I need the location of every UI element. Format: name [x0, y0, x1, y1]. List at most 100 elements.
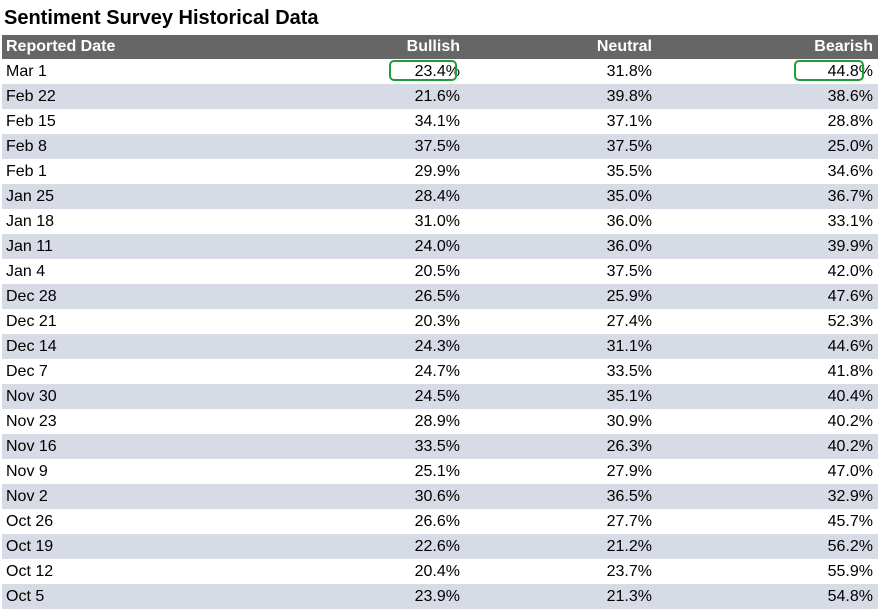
- cell-bearish: 42.0%: [827, 263, 873, 280]
- cell-reported-date: Dec 14: [6, 338, 57, 355]
- cell-bearish: 34.6%: [827, 163, 873, 180]
- table-row: Dec 7 24.7% 33.5% 41.8%: [2, 359, 878, 384]
- cell-neutral: 36.5%: [606, 488, 652, 505]
- table-row: Oct 5 23.9% 21.3% 54.8%: [2, 584, 878, 609]
- cell-bullish: 25.1%: [414, 463, 460, 480]
- cell-reported-date: Feb 8: [6, 138, 47, 155]
- cell-bearish: 44.8%: [827, 63, 873, 80]
- cell-bullish: 31.0%: [414, 213, 460, 230]
- page-title: Sentiment Survey Historical Data: [4, 7, 319, 29]
- cell-neutral: 21.2%: [606, 538, 652, 555]
- table-row: Nov 9 25.1% 27.9% 47.0%: [2, 459, 878, 484]
- table-row: Jan 11 24.0% 36.0% 39.9%: [2, 234, 878, 259]
- cell-reported-date: Jan 4: [6, 263, 46, 280]
- cell-bearish: 55.9%: [827, 563, 873, 580]
- cell-bearish: 32.9%: [827, 488, 873, 505]
- cell-reported-date: Nov 23: [6, 413, 57, 430]
- cell-neutral: 37.5%: [606, 263, 652, 280]
- cell-bullish: 37.5%: [414, 138, 460, 155]
- cell-reported-date: Oct 19: [6, 538, 54, 555]
- cell-bullish: 21.6%: [414, 88, 460, 105]
- cell-reported-date: Feb 1: [6, 163, 47, 180]
- cell-neutral: 30.9%: [606, 413, 652, 430]
- cell-reported-date: Mar 1: [6, 63, 47, 80]
- cell-reported-date: Nov 30: [6, 388, 57, 405]
- cell-neutral: 31.1%: [606, 338, 652, 355]
- cell-bullish: 30.6%: [414, 488, 460, 505]
- cell-reported-date: Oct 26: [6, 513, 54, 530]
- cell-reported-date: Nov 9: [6, 463, 48, 480]
- table-row: Dec 28 26.5% 25.9% 47.6%: [2, 284, 878, 309]
- cell-bullish: 28.4%: [414, 188, 460, 205]
- cell-neutral: 27.7%: [606, 513, 652, 530]
- cell-bullish: 20.4%: [414, 563, 460, 580]
- cell-bullish: 24.7%: [414, 363, 460, 380]
- cell-bearish: 36.7%: [827, 188, 873, 205]
- cell-reported-date: Dec 28: [6, 288, 57, 305]
- cell-bullish: 26.5%: [414, 288, 460, 305]
- cell-neutral: 31.8%: [606, 63, 652, 80]
- table-row: Mar 1 23.4% 31.8% 44.8%: [2, 59, 878, 84]
- cell-bullish: 26.6%: [414, 513, 460, 530]
- cell-bearish: 39.9%: [827, 238, 873, 255]
- cell-bearish: 40.2%: [827, 413, 873, 430]
- cell-neutral: 25.9%: [606, 288, 652, 305]
- cell-bearish: 47.0%: [827, 463, 873, 480]
- cell-bearish: 25.0%: [827, 138, 873, 155]
- cell-reported-date: Oct 5: [6, 588, 45, 605]
- table-row: Nov 2 30.6% 36.5% 32.9%: [2, 484, 878, 509]
- cell-bearish: 52.3%: [827, 313, 873, 330]
- table-row: Feb 8 37.5% 37.5% 25.0%: [2, 134, 878, 159]
- cell-neutral: 33.5%: [606, 363, 652, 380]
- cell-bullish: 20.3%: [414, 313, 460, 330]
- cell-reported-date: Dec 21: [6, 313, 57, 330]
- table-row: Nov 30 24.5% 35.1% 40.4%: [2, 384, 878, 409]
- table-row: Oct 19 22.6% 21.2% 56.2%: [2, 534, 878, 559]
- cell-neutral: 27.4%: [606, 313, 652, 330]
- cell-reported-date: Jan 25: [6, 188, 55, 205]
- cell-bearish: 33.1%: [827, 213, 873, 230]
- cell-neutral: 37.1%: [606, 113, 652, 130]
- cell-neutral: 36.0%: [606, 238, 652, 255]
- table-row: Dec 21 20.3% 27.4% 52.3%: [2, 309, 878, 334]
- cell-reported-date: Jan 11: [6, 238, 53, 255]
- table-row: Oct 12 20.4% 23.7% 55.9%: [2, 559, 878, 584]
- cell-reported-date: Nov 2: [6, 488, 48, 505]
- cell-reported-date: Nov 16: [6, 438, 57, 455]
- header-neutral: Neutral: [596, 38, 652, 55]
- table-row: Feb 22 21.6% 39.8% 38.6%: [2, 84, 878, 109]
- cell-bullish: 20.5%: [414, 263, 460, 280]
- cell-bearish: 56.2%: [827, 538, 873, 555]
- table-row: Feb 1 29.9% 35.5% 34.6%: [2, 159, 878, 184]
- table-row: Nov 23 28.9% 30.9% 40.2%: [2, 409, 878, 434]
- table-row: Dec 14 24.3% 31.1% 44.6%: [2, 334, 878, 359]
- table-header-row: Reported Date Bullish Neutral Bearish: [2, 35, 878, 59]
- cell-reported-date: Feb 22: [6, 88, 56, 105]
- table-row: Oct 26 26.6% 27.7% 45.7%: [2, 509, 878, 534]
- table-body: Mar 1 23.4% 31.8% 44.8% Feb 22 21.6% 39.8% 38.6…: [2, 59, 878, 609]
- cell-reported-date: Feb 15: [6, 113, 56, 130]
- cell-neutral: 21.3%: [606, 588, 652, 605]
- cell-bullish: 34.1%: [414, 113, 460, 130]
- cell-bearish: 41.8%: [827, 363, 873, 380]
- table-row: Jan 4 20.5% 37.5% 42.0%: [2, 259, 878, 284]
- cell-bearish: 44.6%: [827, 338, 873, 355]
- cell-neutral: 37.5%: [606, 138, 652, 155]
- cell-bullish: 23.9%: [414, 588, 460, 605]
- cell-bearish: 47.6%: [827, 288, 873, 305]
- cell-neutral: 35.5%: [606, 163, 652, 180]
- cell-bearish: 54.8%: [827, 588, 873, 605]
- cell-bearish: 28.8%: [827, 113, 873, 130]
- cell-reported-date: Dec 7: [6, 363, 48, 380]
- cell-bullish: 24.5%: [414, 388, 460, 405]
- cell-bearish: 45.7%: [827, 513, 873, 530]
- header-bullish: Bullish: [406, 38, 460, 55]
- header-bearish: Bearish: [814, 38, 873, 55]
- cell-bullish: 28.9%: [414, 413, 460, 430]
- cell-bearish: 38.6%: [827, 88, 873, 105]
- cell-neutral: 36.0%: [606, 213, 652, 230]
- cell-neutral: 27.9%: [606, 463, 652, 480]
- cell-bullish: 22.6%: [414, 538, 460, 555]
- table-row: Jan 18 31.0% 36.0% 33.1%: [2, 209, 878, 234]
- cell-reported-date: Jan 18: [6, 213, 55, 230]
